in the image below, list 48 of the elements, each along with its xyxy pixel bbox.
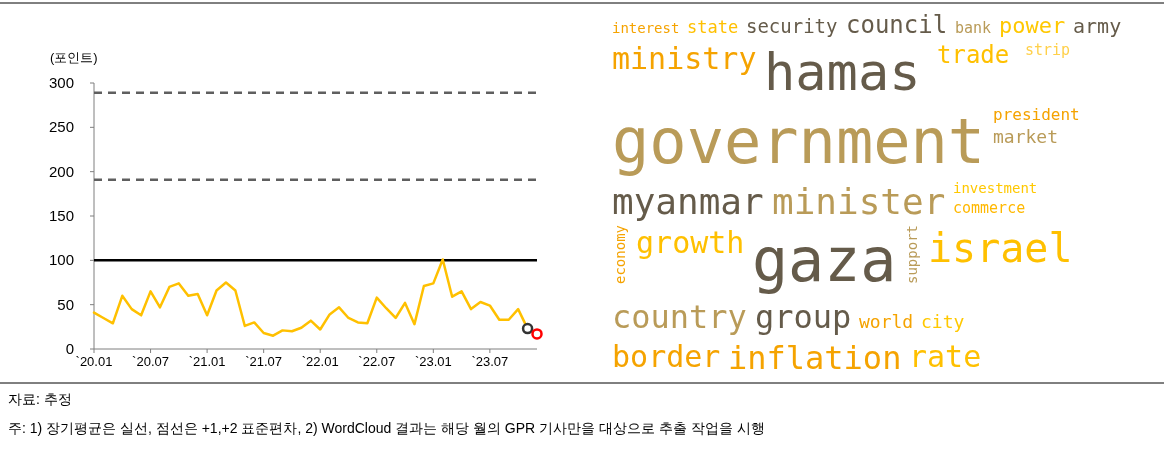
y-tick-label: 200: [48, 162, 74, 180]
text: ministry: [612, 41, 757, 76]
x-tick-label: `22.07: [358, 354, 396, 369]
text: state: [687, 17, 739, 37]
text: 주: 1) 장기평균은 실선, 점선은 +1,+2 표준편차, 2) WordCloud 결과는 해당 월의 GPR 기사만을 대상으로 추출 작업을 시행: [8, 420, 765, 436]
x-tick-label: `20.01: [75, 354, 113, 369]
text: 자료: 추정: [8, 391, 72, 407]
y-tick-label: 100: [48, 251, 74, 269]
text: gaza: [752, 225, 897, 295]
x-tick-label: `21.01: [188, 354, 226, 369]
text: bank: [955, 19, 992, 37]
y-tick-label: 250: [48, 118, 74, 136]
text: commerce: [953, 199, 1026, 217]
text: rate: [909, 339, 982, 374]
text: security: [746, 15, 838, 37]
text: hamas: [764, 42, 921, 102]
x-tick-label: `20.07: [132, 354, 169, 369]
text: strip: [1025, 41, 1071, 59]
text: power: [999, 13, 1066, 38]
text: growth: [636, 225, 745, 260]
text: support: [904, 224, 921, 284]
y-tick-label: 0: [65, 340, 74, 357]
text: trade: [937, 41, 1010, 69]
text: investment: [953, 180, 1038, 196]
text: israel: [928, 225, 1073, 271]
x-tick-label: `21.07: [245, 354, 283, 369]
text: council: [846, 11, 948, 39]
text: group: [755, 298, 852, 336]
x-tick-label: `22.01: [301, 354, 339, 369]
y-axis-title: (포인트): [50, 50, 98, 65]
text: minister: [772, 181, 946, 222]
text: economy: [612, 224, 629, 284]
text: inflation: [728, 339, 902, 377]
text: city: [921, 311, 965, 332]
text: border: [612, 339, 721, 374]
text: government: [612, 105, 986, 178]
y-tick-label: 300: [48, 74, 74, 91]
x-tick-label: `23.07: [471, 354, 509, 369]
text: world: [859, 311, 914, 332]
y-tick-label: 50: [57, 295, 74, 313]
text: country: [612, 298, 747, 336]
y-tick-label: 150: [48, 207, 74, 224]
text: market: [993, 126, 1059, 147]
text: interest: [612, 20, 680, 36]
text: president: [993, 105, 1080, 124]
text: myanmar: [612, 181, 764, 222]
x-tick-label: `23.01: [414, 354, 452, 369]
text: army: [1073, 14, 1122, 38]
